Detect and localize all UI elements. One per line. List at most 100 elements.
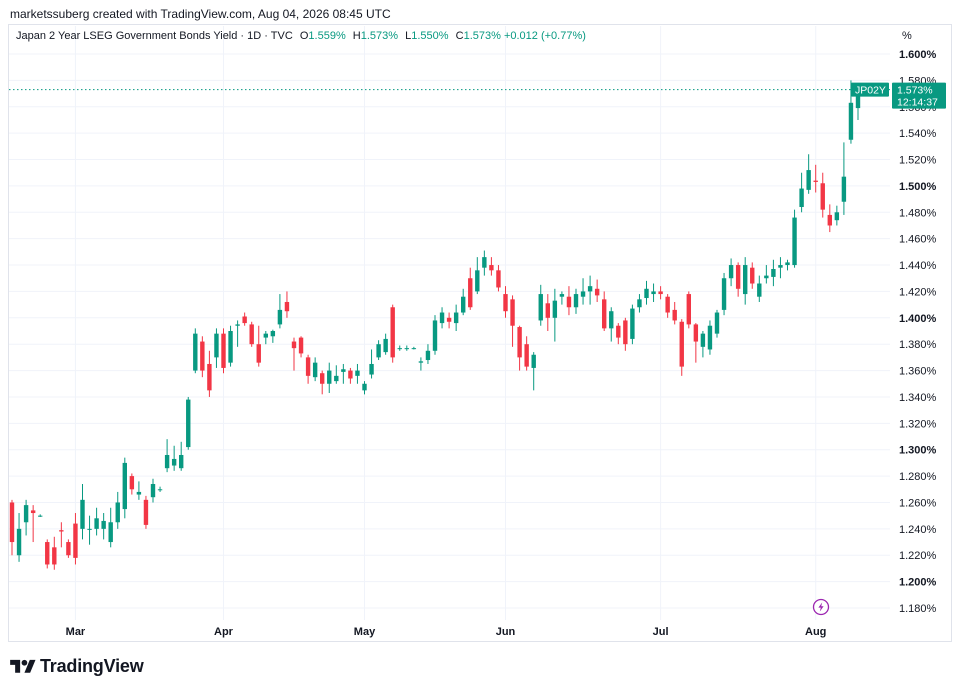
candle[interactable] (510, 295, 515, 347)
candle[interactable] (66, 539, 71, 558)
candle[interactable] (9, 499, 15, 556)
candle[interactable] (735, 262, 741, 297)
candle[interactable] (524, 336, 529, 371)
candle[interactable] (59, 522, 64, 548)
candle[interactable] (425, 344, 431, 364)
candle[interactable] (228, 325, 233, 367)
candle[interactable] (446, 312, 452, 329)
candle[interactable] (750, 262, 755, 289)
candle[interactable] (171, 445, 177, 471)
candle[interactable] (207, 350, 212, 397)
candle[interactable] (623, 317, 628, 351)
candle[interactable] (186, 396, 191, 450)
candle[interactable] (637, 294, 642, 313)
candle[interactable] (517, 325, 522, 371)
candle[interactable] (298, 336, 304, 358)
candle[interactable] (38, 514, 43, 517)
candle[interactable] (771, 259, 776, 287)
candle[interactable] (531, 352, 536, 391)
candle[interactable] (496, 265, 501, 292)
candle[interactable] (143, 495, 149, 529)
candle[interactable] (559, 291, 565, 305)
candle[interactable] (193, 328, 198, 374)
candle[interactable] (179, 441, 184, 471)
candle[interactable] (616, 323, 621, 345)
candle[interactable] (813, 164, 818, 193)
candle[interactable] (827, 204, 832, 233)
candle[interactable] (249, 321, 254, 347)
candle[interactable] (679, 319, 684, 376)
candle[interactable] (164, 439, 170, 473)
candle[interactable] (73, 513, 78, 565)
candle[interactable] (242, 312, 247, 326)
candle[interactable] (538, 284, 543, 326)
candle[interactable] (136, 481, 142, 500)
candle[interactable] (841, 142, 847, 215)
candle[interactable] (834, 205, 840, 226)
candle[interactable] (418, 357, 424, 371)
tradingview-brand[interactable]: TradingView (10, 656, 144, 677)
candle[interactable] (785, 259, 790, 271)
candle[interactable] (728, 258, 734, 287)
candle[interactable] (87, 515, 92, 545)
candle[interactable] (390, 304, 395, 363)
candle[interactable] (806, 154, 811, 194)
candle[interactable] (263, 331, 268, 345)
candle[interactable] (327, 362, 332, 393)
candle[interactable] (256, 325, 261, 367)
candle[interactable] (397, 345, 402, 351)
candle[interactable] (489, 257, 494, 276)
candle[interactable] (503, 286, 508, 318)
candle[interactable] (432, 315, 438, 355)
candle[interactable] (94, 507, 99, 536)
candle[interactable] (820, 172, 825, 218)
candle[interactable] (369, 349, 374, 379)
candle[interactable] (45, 539, 50, 569)
candle[interactable] (129, 473, 135, 495)
candle[interactable] (475, 257, 480, 295)
candle[interactable] (291, 337, 297, 371)
candle[interactable] (320, 370, 325, 395)
candle[interactable] (284, 291, 290, 318)
candle[interactable] (594, 279, 600, 302)
candle[interactable] (665, 294, 670, 318)
candle[interactable] (277, 294, 283, 329)
candle[interactable] (799, 172, 804, 213)
candle[interactable] (778, 257, 783, 279)
candle[interactable] (439, 307, 445, 329)
candle[interactable] (693, 323, 699, 363)
candle[interactable] (743, 257, 748, 305)
candle[interactable] (453, 304, 459, 331)
candle[interactable] (848, 80, 854, 144)
candle[interactable] (80, 484, 85, 540)
candle[interactable] (157, 486, 163, 492)
candle[interactable] (16, 513, 22, 562)
candle[interactable] (376, 340, 381, 361)
candle[interactable] (312, 357, 318, 382)
candle[interactable] (214, 328, 219, 368)
candle[interactable] (235, 320, 240, 347)
candle[interactable] (651, 283, 656, 302)
candle[interactable] (644, 280, 649, 305)
candle[interactable] (573, 288, 579, 314)
candle[interactable] (545, 294, 550, 331)
candle[interactable] (587, 275, 593, 305)
candle[interactable] (305, 354, 311, 384)
candle[interactable] (115, 491, 120, 529)
candle[interactable] (101, 513, 106, 540)
candle[interactable] (630, 304, 635, 345)
candle[interactable] (461, 288, 466, 316)
candle[interactable] (404, 345, 409, 351)
candle[interactable] (552, 288, 558, 342)
candle[interactable] (30, 505, 36, 543)
candle[interactable] (355, 363, 360, 384)
candle[interactable] (362, 381, 367, 395)
candle[interactable] (341, 363, 346, 384)
candle[interactable] (122, 457, 127, 519)
candle[interactable] (150, 478, 156, 503)
candle[interactable] (602, 291, 607, 331)
candle[interactable] (200, 336, 205, 378)
candle[interactable] (221, 328, 226, 374)
candle[interactable] (580, 278, 586, 305)
